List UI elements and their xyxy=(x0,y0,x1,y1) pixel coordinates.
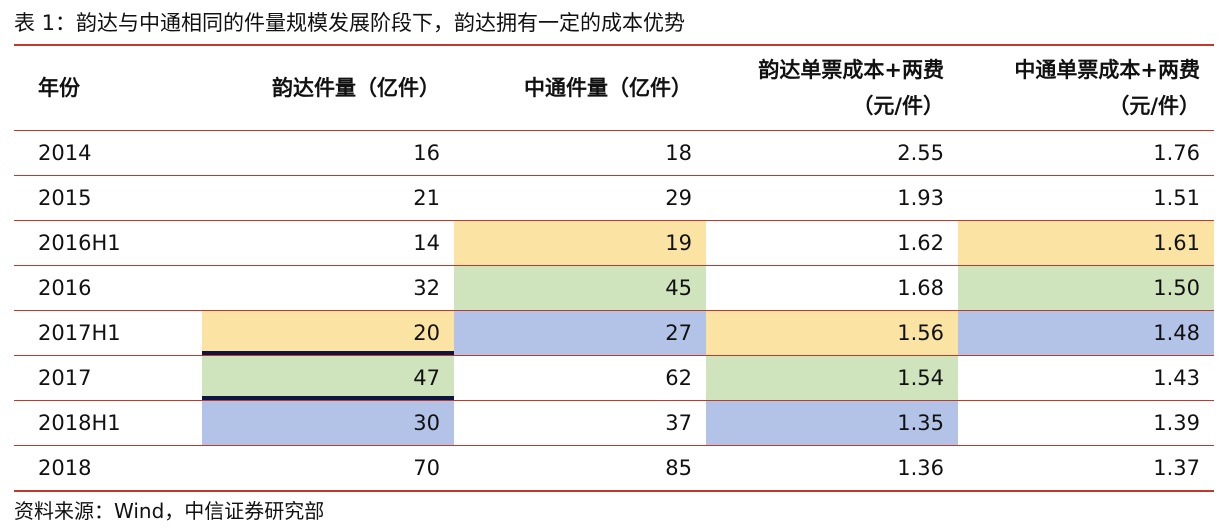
header-year-label: 年份 xyxy=(38,76,80,100)
cell-yunda-cost: 1.93 xyxy=(897,186,944,210)
cell-year: 2015 xyxy=(38,186,92,210)
cell-year: 2018H1 xyxy=(38,411,121,435)
cell-zto-cost: 1.76 xyxy=(1153,141,1200,165)
cell-yunda-cost: 1.68 xyxy=(897,276,944,300)
cell-zto-cost: 1.50 xyxy=(958,266,1214,310)
cell-yunda-volume: 20 xyxy=(202,311,454,355)
cell-yunda-volume: 30 xyxy=(202,401,454,445)
header-yunda-volume: 韵达件量（亿件） xyxy=(202,46,454,130)
table-row: 2016H1 14 19 1.62 1.61 xyxy=(14,221,1214,266)
table-row: 2017H1 20 27 1.56 1.48 xyxy=(14,311,1214,356)
cell-year: 2016 xyxy=(38,276,92,300)
header-year: 年份 xyxy=(14,46,202,130)
header-yunda-cost-line2: （元/件） xyxy=(852,94,944,118)
cell-year: 2016H1 xyxy=(38,231,121,255)
cell-zto-cost: 1.51 xyxy=(1153,186,1200,210)
cell-yunda-volume: 47 xyxy=(202,356,454,400)
top-rule xyxy=(14,44,1214,46)
cell-yunda-volume: 21 xyxy=(413,186,440,210)
header-rule xyxy=(14,130,1214,131)
table-row: 2017 47 62 1.54 1.43 xyxy=(14,356,1214,401)
cell-year: 2017 xyxy=(38,366,92,390)
cell-yunda-volume: 14 xyxy=(413,231,440,255)
table-row: 2015 21 29 1.93 1.51 xyxy=(14,176,1214,221)
cell-yunda-cost: 1.36 xyxy=(897,456,944,480)
cell-zto-volume: 19 xyxy=(454,221,706,265)
cell-zto-cost: 1.39 xyxy=(1153,411,1200,435)
cell-year: 2018 xyxy=(38,456,92,480)
bottom-rule xyxy=(14,490,1214,492)
header-zto-volume: 中通件量（亿件） xyxy=(454,46,706,130)
cell-yunda-volume: 70 xyxy=(413,456,440,480)
cell-zto-volume: 18 xyxy=(665,141,692,165)
cell-yunda-cost: 1.62 xyxy=(897,231,944,255)
cell-yunda-volume: 32 xyxy=(413,276,440,300)
cell-zto-cost: 1.48 xyxy=(958,311,1214,355)
table-row: 2016 32 45 1.68 1.50 xyxy=(14,266,1214,311)
cell-zto-volume: 29 xyxy=(665,186,692,210)
table-header: 年份 韵达件量（亿件） 中通件量（亿件） 韵达单票成本+两费 （元/件） 中通单… xyxy=(14,46,1214,130)
cell-zto-volume: 62 xyxy=(665,366,692,390)
table-row: 2018 70 85 1.36 1.37 xyxy=(14,446,1214,491)
table-title: 表 1：韵达与中通相同的件量规模发展阶段下，韵达拥有一定的成本优势 xyxy=(14,11,686,35)
cell-yunda-cost: 1.35 xyxy=(706,401,958,445)
cell-zto-volume: 85 xyxy=(665,456,692,480)
table-row: 2018H1 30 37 1.35 1.39 xyxy=(14,401,1214,446)
cell-zto-volume: 37 xyxy=(665,411,692,435)
header-zto-cost: 中通单票成本+两费 （元/件） xyxy=(958,46,1214,130)
header-zto-cost-line1: 中通单票成本+两费 xyxy=(1014,58,1200,82)
cell-yunda-cost: 2.55 xyxy=(897,141,944,165)
cell-zto-cost: 1.61 xyxy=(958,221,1214,265)
cell-zto-cost: 1.43 xyxy=(1153,366,1200,390)
cell-yunda-cost: 1.56 xyxy=(706,311,958,355)
table-row: 2014 16 18 2.55 1.76 xyxy=(14,131,1214,176)
source-note: 资料来源：Wind，中信证券研究部 xyxy=(14,499,325,523)
cell-yunda-cost: 1.54 xyxy=(706,356,958,400)
cell-year: 2017H1 xyxy=(38,321,121,345)
cell-zto-volume: 27 xyxy=(454,311,706,355)
header-yunda-cost-line1: 韵达单票成本+两费 xyxy=(758,58,944,82)
header-zto-cost-line2: （元/件） xyxy=(1108,94,1200,118)
header-yunda-cost: 韵达单票成本+两费 （元/件） xyxy=(706,46,958,130)
header-yunda-volume-label: 韵达件量（亿件） xyxy=(272,76,440,100)
header-zto-volume-label: 中通件量（亿件） xyxy=(524,76,692,100)
cell-zto-volume: 45 xyxy=(454,266,706,310)
cell-year: 2014 xyxy=(38,141,92,165)
table-body: 2014 16 18 2.55 1.76 2015 21 29 1.93 1.5… xyxy=(14,131,1214,491)
cell-zto-cost: 1.37 xyxy=(1153,456,1200,480)
cell-yunda-volume: 16 xyxy=(413,141,440,165)
